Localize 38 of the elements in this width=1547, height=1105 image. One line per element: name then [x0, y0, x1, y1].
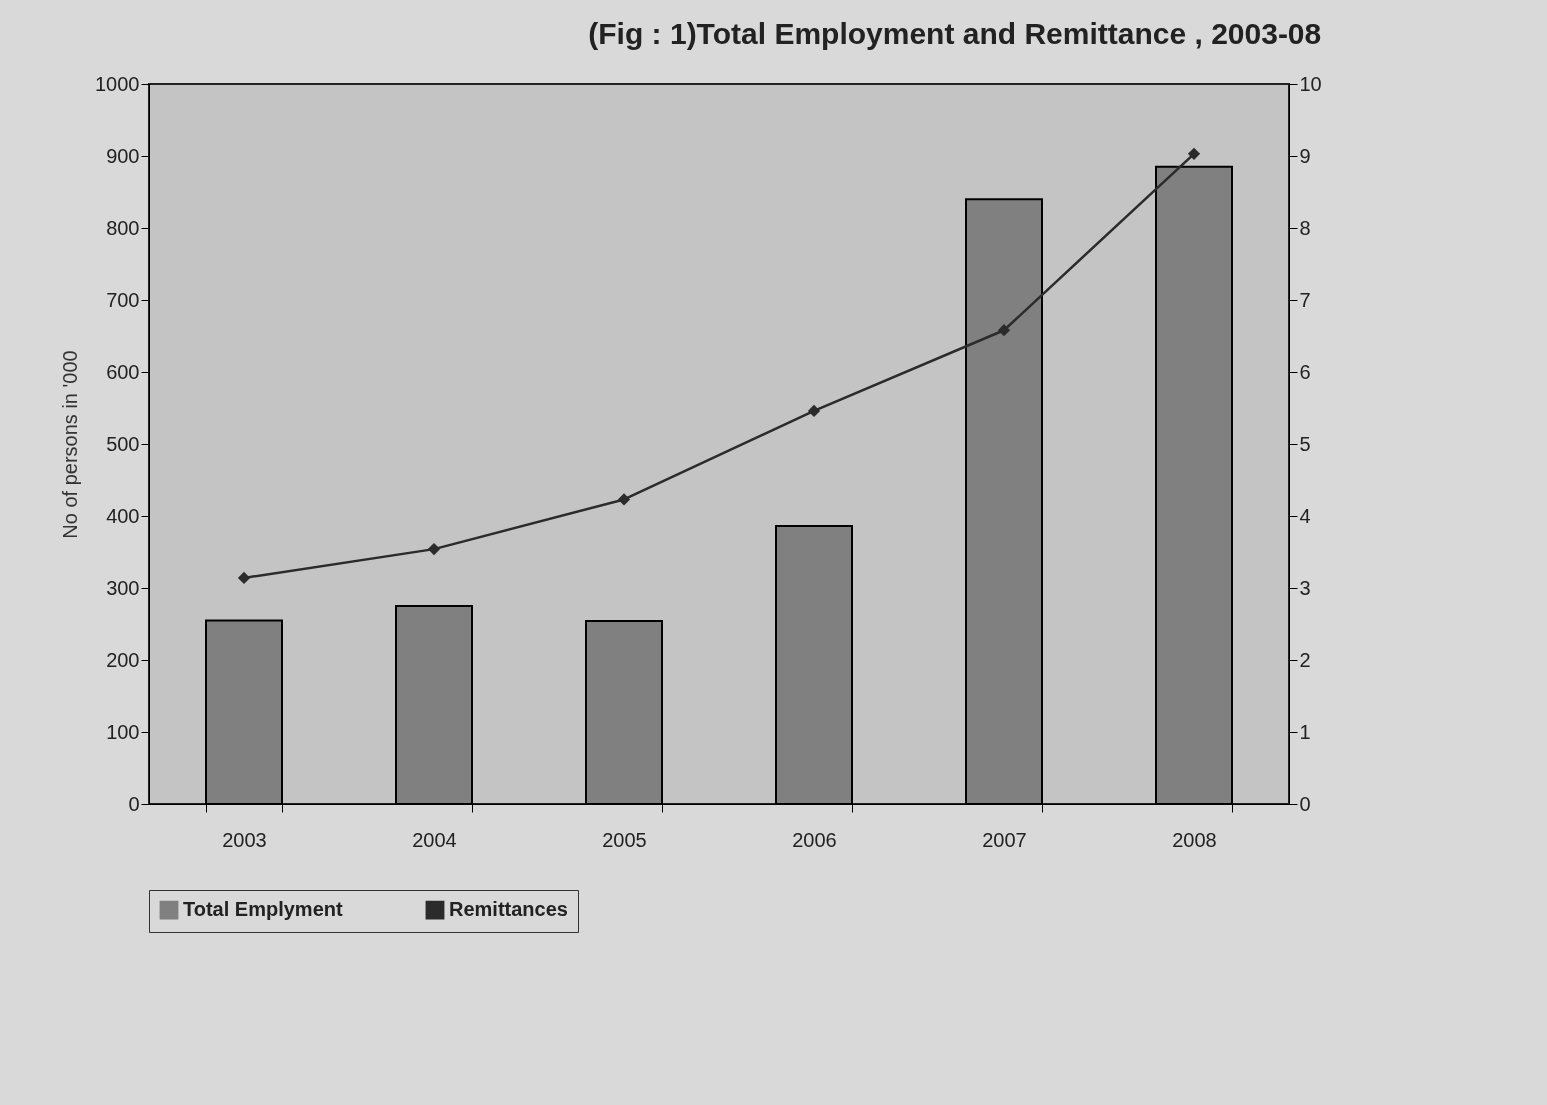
point — [807, 404, 821, 417]
point — [617, 493, 631, 506]
x-tick-label: 2008 — [1172, 828, 1217, 851]
x-tick-label: 2003 — [222, 828, 267, 851]
y2-tick-label: 10 — [1299, 72, 1322, 95]
chart-title: (Fig : 1)Total Employment and Remittance , 2003-08 — [588, 17, 1322, 50]
x-tick-label: 2005 — [602, 828, 647, 851]
y2-tick-label: 7 — [1299, 288, 1311, 311]
y2-tick-label: 2 — [1299, 648, 1311, 671]
y-tick-label: 1000 — [95, 72, 140, 95]
y2-tick-label: 5 — [1299, 432, 1311, 455]
y-tick-label: 100 — [106, 720, 140, 743]
x-tick-label: 2006 — [792, 828, 837, 851]
y-axis-title: No of persons in '000 — [59, 350, 82, 539]
y-tick-label: 700 — [106, 288, 140, 311]
legend-label: Total Emplyment — [183, 898, 343, 921]
y-tick-label: 0 — [128, 792, 140, 815]
y-tick-label: 900 — [106, 144, 140, 167]
x-tick-label: 2004 — [412, 828, 457, 851]
y-tick-label: 300 — [106, 576, 140, 599]
y-tick-label: 600 — [106, 360, 140, 383]
y2-tick-label: 1 — [1299, 720, 1311, 743]
y-tick-label: 800 — [106, 216, 140, 239]
y2-tick-label: 6 — [1299, 360, 1311, 383]
y2-tick-label: 9 — [1299, 144, 1311, 167]
y-tick-label: 200 — [106, 648, 140, 671]
x-tick-label: 2007 — [982, 828, 1027, 851]
y2-tick-label: 8 — [1299, 216, 1311, 239]
y2-tick-label: 3 — [1299, 576, 1311, 599]
legend-label: Remittances — [449, 898, 568, 921]
y2-tick-label: 0 — [1299, 792, 1311, 815]
point — [427, 543, 441, 556]
point — [997, 324, 1011, 337]
point — [237, 571, 251, 585]
y-tick-label: 500 — [106, 432, 140, 455]
point — [1187, 147, 1201, 160]
y-tick-label: 400 — [106, 504, 140, 527]
y2-tick-label: 4 — [1299, 504, 1311, 527]
